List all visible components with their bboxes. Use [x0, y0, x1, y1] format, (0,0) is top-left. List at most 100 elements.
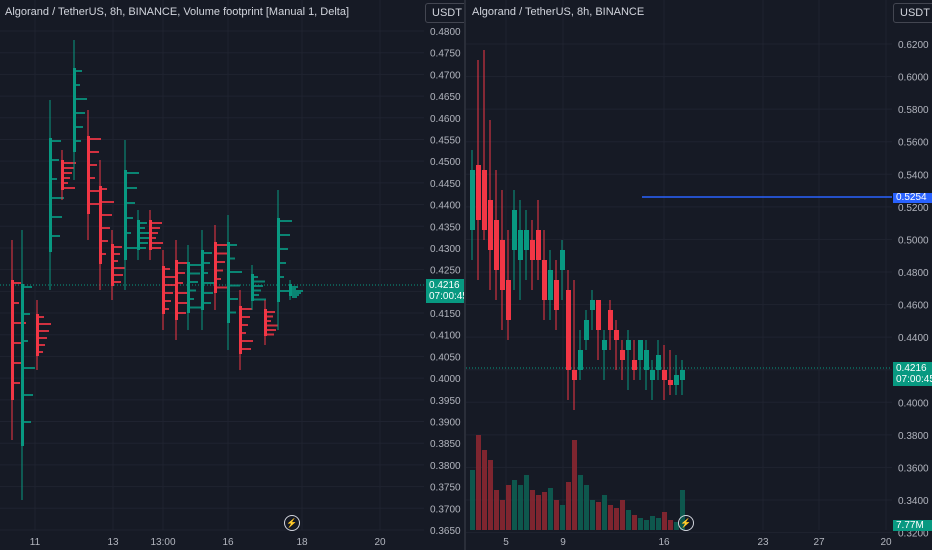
footprint-cell	[165, 276, 177, 278]
footprint-cell	[24, 421, 31, 423]
footprint-body	[87, 136, 90, 214]
footprint-chart-pane[interactable]: 0.4800 0.4750 0.4700 0.4650 0.4600 0.4550 0.45…	[0, 0, 470, 550]
footprint-cell	[204, 272, 208, 274]
footprint-chart-canvas[interactable]: 0.4800 0.4750 0.4700 0.4650 0.4600 0.4550 0.45…	[0, 0, 464, 550]
candlestick-chart-pane[interactable]: 0.6200 0.6000 0.5800 0.5600 0.5400 0.5200 0.50…	[466, 0, 932, 550]
price-axis-label: 0.4050	[430, 352, 461, 363]
volume-bar	[542, 492, 547, 530]
volume-bar	[602, 495, 607, 530]
footprint-cell	[190, 281, 198, 283]
footprint-cell	[24, 340, 28, 342]
volume-bar	[536, 495, 541, 530]
footprint-cell	[52, 235, 60, 237]
volume-bar	[620, 500, 625, 530]
footprint-cell	[114, 260, 118, 262]
footprint-cell	[39, 344, 45, 346]
time-axis-label: 16	[658, 537, 670, 548]
footprint-cell	[204, 262, 210, 264]
volume-bar	[632, 515, 637, 530]
volume-bar	[548, 488, 553, 530]
candle-body	[632, 360, 637, 370]
footprint-body	[175, 260, 178, 320]
candlestick-chart-canvas[interactable]: 0.6200 0.6000 0.5800 0.5600 0.5400 0.5200 0.50…	[466, 0, 932, 550]
footprint-cell	[14, 382, 20, 384]
footprint-cell	[52, 216, 62, 218]
time-axis-label: 18	[296, 537, 308, 548]
footprint-cell	[267, 324, 278, 327]
volume-bar	[674, 522, 679, 530]
volume-bar	[668, 520, 673, 530]
last-price-tag: 0.4216 07:00:45	[893, 362, 932, 386]
footprint-cell	[24, 367, 35, 369]
footprint-cell	[267, 315, 273, 318]
footprint-cell	[217, 261, 225, 263]
footprint-cell	[90, 190, 102, 192]
footprint-cell	[76, 70, 82, 72]
price-axis-label: 0.4500	[430, 157, 461, 168]
pane-divider[interactable]	[464, 0, 466, 550]
footprint-cell	[190, 289, 196, 292]
price-axis-label: 0.4700	[430, 70, 461, 81]
footprint-cell	[292, 292, 301, 294]
candle-body	[662, 370, 667, 380]
volume-bar	[590, 500, 595, 530]
candle-body	[602, 340, 607, 350]
footprint-cell	[280, 262, 286, 264]
currency-button[interactable]: USDT	[893, 3, 932, 23]
lightning-icon[interactable]: ⚡	[678, 515, 694, 531]
footprint-cell	[242, 348, 251, 350]
footprint-cell	[14, 342, 24, 344]
volume-bar	[644, 520, 649, 530]
last-price-value: 0.4216	[429, 280, 460, 291]
footprint-cell	[102, 188, 107, 190]
footprint-body	[137, 220, 140, 250]
footprint-cell	[178, 272, 185, 274]
footprint-cell	[64, 177, 70, 179]
footprint-cell	[52, 159, 59, 161]
price-axis-label: 0.3800	[898, 431, 929, 442]
footprint-cell	[39, 323, 51, 325]
footprint-cell	[204, 282, 215, 284]
footprint-cell	[127, 172, 139, 174]
price-axis-label: 0.4800	[898, 268, 929, 279]
price-axis-label: 0.4350	[430, 222, 461, 233]
footprint-cell	[102, 240, 108, 242]
candle-body	[656, 355, 661, 370]
footprint-cell	[114, 281, 121, 283]
candle-body	[560, 250, 565, 270]
footprint-cell	[39, 337, 47, 339]
footprint-cell	[165, 284, 175, 286]
candle-body	[674, 375, 679, 385]
footprint-cell	[292, 294, 299, 296]
footprint-cell	[39, 316, 44, 318]
footprint-cell	[127, 232, 131, 234]
footprint-cell	[52, 178, 57, 180]
volume-bar	[626, 510, 631, 530]
footprint-body	[289, 284, 292, 296]
footprint-cell	[90, 164, 97, 166]
footprint-cell	[292, 288, 296, 290]
footprint-body	[201, 250, 204, 310]
chart-legend: Algorand / TetherUS, 8h, BINANCE	[472, 6, 645, 18]
price-axis-label: 0.3950	[430, 396, 461, 407]
footprint-cell	[140, 232, 152, 234]
lightning-icon[interactable]: ⚡	[284, 515, 300, 531]
volume-bar	[482, 450, 487, 530]
price-axis-label: 0.5800	[898, 105, 929, 116]
footprint-cell	[152, 232, 158, 234]
footprint-cell	[114, 274, 123, 276]
price-axis-label: 0.3650	[430, 526, 461, 537]
volume-bar	[584, 485, 589, 530]
candle-body	[590, 300, 595, 310]
footprint-cell	[165, 300, 171, 302]
volume-bar	[518, 485, 523, 530]
footprint-cell	[254, 285, 263, 287]
footprint-cell	[190, 272, 200, 275]
footprint-body	[239, 306, 242, 354]
currency-button[interactable]: USDT	[425, 3, 469, 23]
volume-bar	[506, 485, 511, 530]
footprint-cell	[64, 187, 75, 189]
footprint-cell	[152, 247, 161, 249]
footprint-cell	[76, 112, 85, 114]
candle-body	[638, 340, 643, 360]
